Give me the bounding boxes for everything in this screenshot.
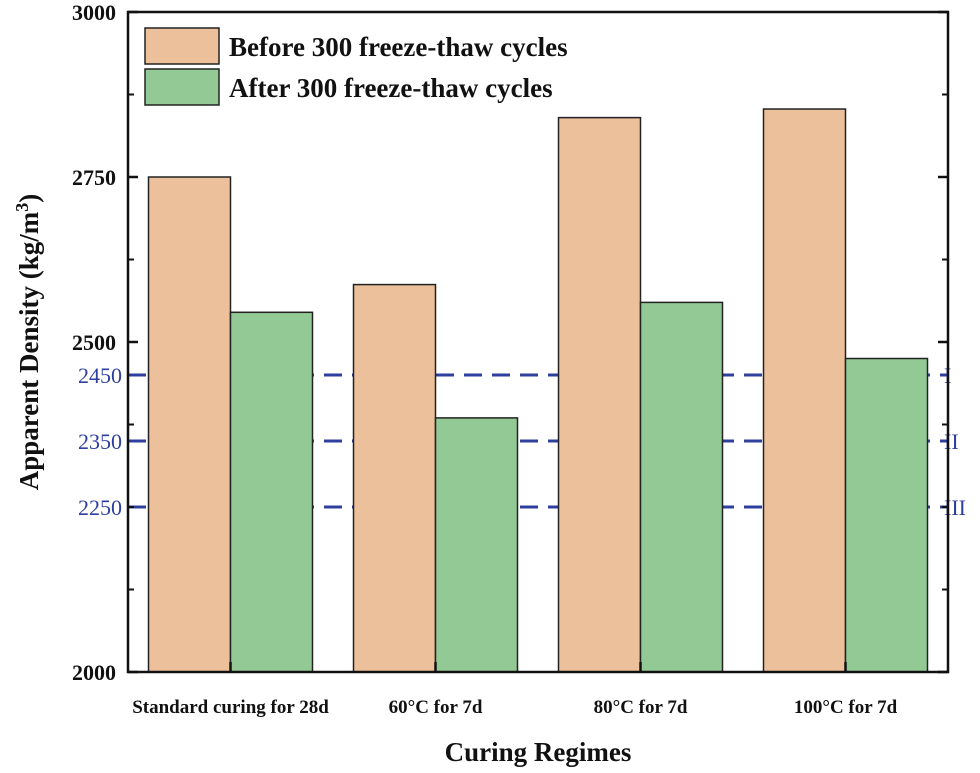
bars xyxy=(147,108,929,673)
x-tick-label: 100°C for 7d xyxy=(794,697,898,718)
bar-after-3 xyxy=(639,301,724,673)
x-tick-label: Standard curing for 28d xyxy=(132,697,329,718)
x-axis: Standard curing for 28d 60°C for 7d 80°C f… xyxy=(132,662,898,718)
legend-swatch-2 xyxy=(144,68,220,106)
y-tick-label: 3000 xyxy=(72,0,116,25)
y-tick-label: 2750 xyxy=(72,165,116,190)
y-axis-title: Apparent Density (kg/m3) xyxy=(12,194,44,491)
x-tick-label: 80°C for 7d xyxy=(594,697,688,718)
legend: Before 300 freeze-thaw cycles After 300 f… xyxy=(144,27,568,106)
x-tick-label: 60°C for 7d xyxy=(389,697,483,718)
reference-value-label-iii: 2250 xyxy=(78,495,122,520)
bar-before-2 xyxy=(352,283,437,673)
reference-line-label-iii: III xyxy=(944,495,966,520)
bar-after-1 xyxy=(229,311,314,673)
reference-line-label-ii: II xyxy=(944,429,959,454)
bar-before-1 xyxy=(147,176,232,673)
bar-after-2 xyxy=(434,417,519,673)
bar-before-4 xyxy=(762,108,847,673)
legend-label-1: Before 300 freeze-thaw cycles xyxy=(229,32,568,62)
y-tick-label: 2000 xyxy=(72,660,116,685)
bar-after-4 xyxy=(844,357,929,673)
legend-label-2: After 300 freeze-thaw cycles xyxy=(229,73,553,103)
reference-value-label-ii: 2350 xyxy=(78,429,122,454)
reference-value-label-i: 2450 xyxy=(78,363,122,388)
bar-before-3 xyxy=(557,116,642,673)
x-axis-title: Curing Regimes xyxy=(445,737,632,767)
legend-swatch-1 xyxy=(144,27,220,65)
y-tick-label: 2500 xyxy=(72,330,116,355)
y-axis: 2000 2500 2750 3000 xyxy=(72,0,948,685)
